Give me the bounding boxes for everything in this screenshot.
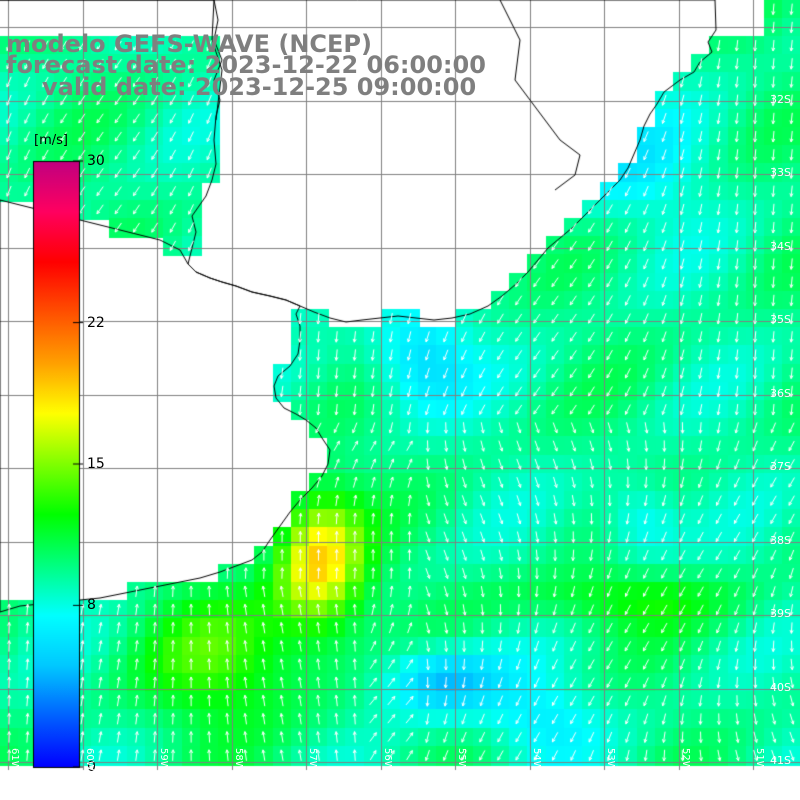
latitude-label: 34S [770,240,791,253]
latitude-label: 39S [770,607,791,620]
longitude-label: 55W [456,748,467,771]
colorbar-tick-label: 22 [87,315,105,331]
longitude-label: 56W [382,748,393,771]
map-title-valid-date: valid date: 2023-12-25 09:00:00 [42,73,477,101]
colorbar-unit-label: [m/s] [34,133,68,148]
longitude-label: 51W [754,748,765,771]
map-title-forecast-date: forecast date: 2023-12-22 06:00:00 [6,51,486,79]
latitude-label: 36S [770,387,791,400]
latitude-label: 32S [770,93,791,106]
colorbar-tick-label: 8 [87,597,96,613]
map-title-model: modelo GEFS-WAVE (NCEP) [6,30,372,58]
latitude-label: 40S [770,681,791,694]
colorbar-tick-label: 30 [87,153,105,169]
longitude-label: 54W [531,748,542,771]
colorbar-tick-label: 15 [87,456,105,472]
longitude-label: 52W [680,748,691,771]
longitude-label: 59W [158,748,169,771]
longitude-label: 57W [307,748,318,771]
latitude-label: 41S [770,754,791,767]
longitude-label: 53W [605,748,616,771]
longitude-label: 60W [84,748,95,771]
latitude-label: 33S [770,166,791,179]
longitude-label: 61W [9,748,20,771]
latitude-label: 37S [770,460,791,473]
latitude-label: 35S [770,313,791,326]
longitude-label: 58W [233,748,244,771]
colorbar-tick-label: 0 [87,759,96,775]
latitude-label: 38S [770,534,791,547]
